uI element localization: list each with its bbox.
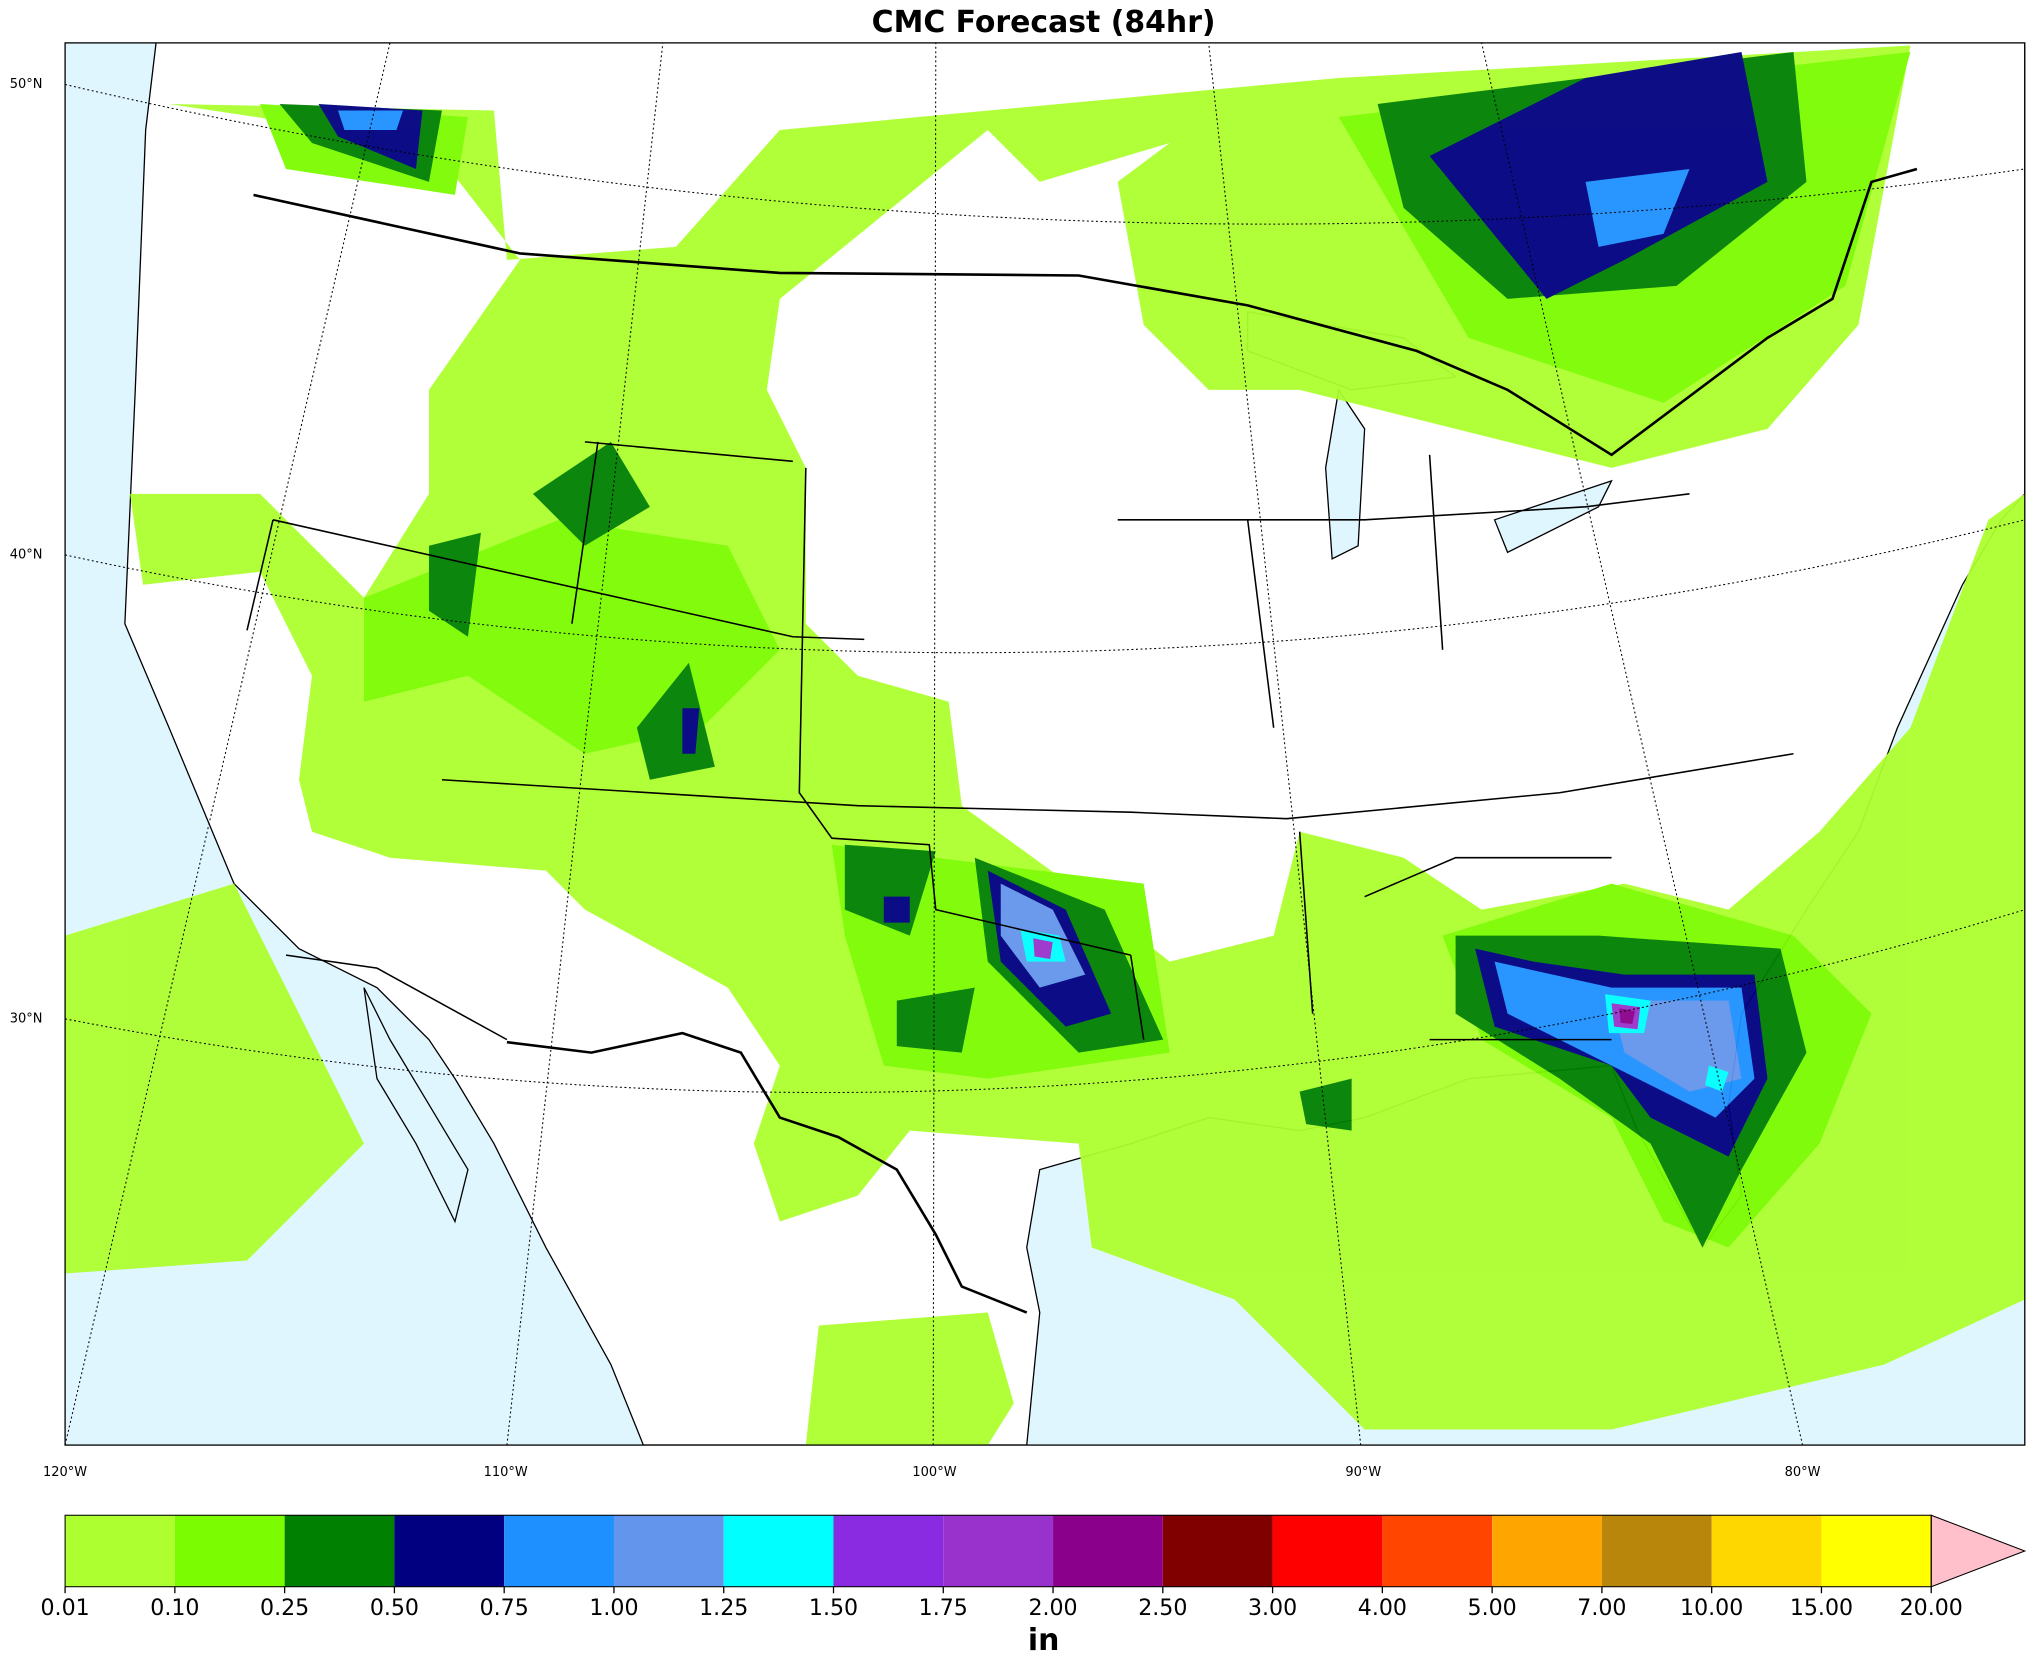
colorbar-tick-label: 1.00 bbox=[589, 1595, 638, 1621]
state-lines bbox=[246, 441, 1794, 1041]
colorbar-tick-label: 0.75 bbox=[480, 1595, 529, 1621]
colorbar-tick-label: 10.00 bbox=[1680, 1595, 1743, 1621]
colorbar-segment bbox=[943, 1515, 1054, 1587]
colorbar-tick-label: 0.25 bbox=[260, 1595, 309, 1621]
colorbar-segment bbox=[723, 1515, 834, 1587]
colorbar-tick-label: 1.25 bbox=[699, 1595, 748, 1621]
colorbar-segment bbox=[1162, 1515, 1273, 1587]
precipitation bbox=[65, 45, 2025, 1446]
colorbar-segment bbox=[65, 1515, 175, 1587]
colorbar-segment bbox=[1601, 1515, 1712, 1587]
colorbar-segment bbox=[394, 1515, 505, 1587]
title: CMC Forecast (84hr) bbox=[872, 5, 1216, 40]
colorbar-frame bbox=[64, 1514, 1932, 1588]
colorbar-segment bbox=[284, 1515, 395, 1587]
colorbar-tick-label: 1.75 bbox=[919, 1595, 968, 1621]
colorbar-tick-label: 2.00 bbox=[1028, 1595, 1077, 1621]
colorbar-tick-label: 0.01 bbox=[41, 1595, 90, 1621]
lon-label: 80°W bbox=[1785, 1465, 1821, 1480]
colorbar-tick-label: 15.00 bbox=[1790, 1595, 1853, 1621]
colorbar-tick-label: 7.00 bbox=[1577, 1595, 1626, 1621]
map bbox=[64, 42, 2026, 1446]
colorbar-segment bbox=[1053, 1515, 1163, 1587]
borders bbox=[253, 167, 1918, 1314]
colorbar-label: in bbox=[1028, 1623, 1060, 1658]
colorbar-segment bbox=[1821, 1515, 1932, 1587]
colorbar-tick-label: 0.50 bbox=[370, 1595, 419, 1621]
lon-label: 90°W bbox=[1345, 1465, 1381, 1480]
colorbar-segment bbox=[504, 1515, 614, 1587]
graticule bbox=[65, 42, 2025, 1446]
colorbar-tick-label: 1.50 bbox=[809, 1595, 858, 1621]
colorbar-segment bbox=[1382, 1515, 1493, 1587]
colorbar-segment bbox=[1492, 1515, 1602, 1587]
colorbar-tick-label: 0.10 bbox=[150, 1595, 199, 1621]
lat-label: 50°N bbox=[10, 77, 43, 92]
colorbar-segment bbox=[1711, 1515, 1822, 1587]
gulf-of-california bbox=[363, 987, 469, 1224]
lon-label: 100°W bbox=[912, 1465, 956, 1480]
colorbar-tick-label: 2.50 bbox=[1138, 1595, 1187, 1621]
colorbar-extend bbox=[1930, 1514, 2027, 1588]
colorbar-segment bbox=[613, 1515, 724, 1587]
colorbar-segment bbox=[174, 1515, 285, 1587]
lat-label: 40°N bbox=[10, 547, 43, 562]
colorbar-tick-label: 3.00 bbox=[1248, 1595, 1297, 1621]
colorbar-segment bbox=[1272, 1515, 1383, 1587]
colorbar-segment bbox=[833, 1515, 944, 1587]
colorbar-tick-label: 4.00 bbox=[1358, 1595, 1407, 1621]
lat-label: 30°N bbox=[10, 1011, 43, 1026]
lon-label: 110°W bbox=[484, 1465, 528, 1480]
lon-label: 120°W bbox=[43, 1465, 87, 1480]
colorbar-tick-label: 20.00 bbox=[1900, 1595, 1963, 1621]
colorbar-tick-label: 5.00 bbox=[1468, 1595, 1517, 1621]
